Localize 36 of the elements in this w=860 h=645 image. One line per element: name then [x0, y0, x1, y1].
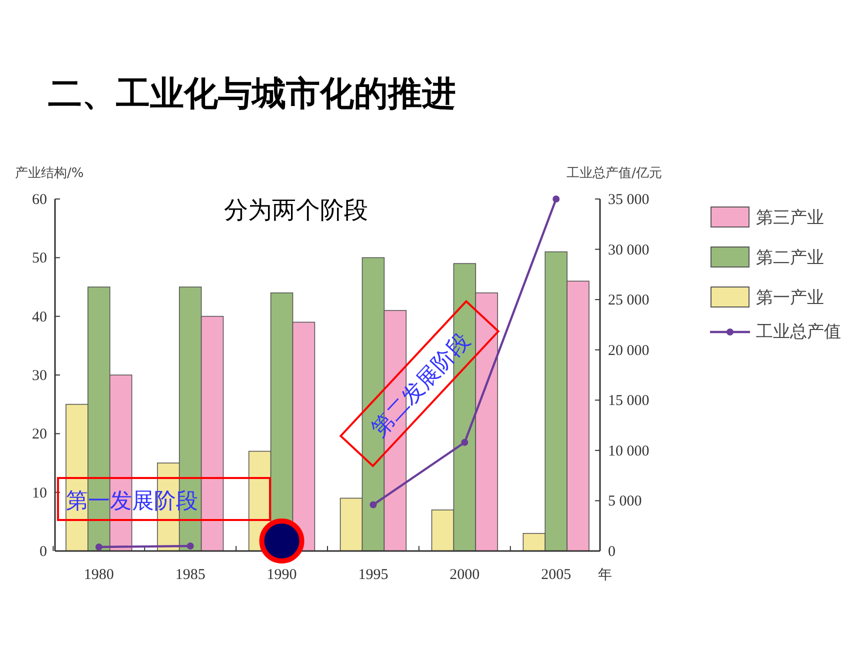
x-tick-label: 1995: [358, 567, 388, 583]
y-tick-label: 50: [32, 250, 47, 267]
y2-tick-label: 30 000: [608, 242, 650, 258]
point: [370, 501, 377, 508]
annotation: 第二发展阶段: [367, 328, 476, 442]
y-tick-label: 20: [32, 426, 47, 443]
y2-tick-label: 5 000: [608, 494, 642, 510]
y2-tick-label: 10 000: [608, 443, 650, 460]
x-tick-label: 1990: [266, 567, 297, 583]
y-tick-label: 40: [32, 309, 47, 326]
point: [461, 438, 468, 446]
legend-label: 工业总产值: [756, 322, 841, 342]
x-tick-label: 1985: [175, 567, 206, 583]
chart-title: 二、工业化与城市化的推进: [48, 74, 456, 114]
x-tick-label: 2005: [541, 567, 572, 583]
y-tick-label: 10: [32, 485, 47, 502]
point: [95, 543, 102, 550]
y-tick-label: 30: [32, 368, 47, 384]
y-tick-label: 0: [40, 544, 47, 560]
annotation: 分为两个阶段: [224, 196, 368, 224]
y-tick-label: 60: [32, 192, 47, 208]
y-axis-title: 产业结构/%: [15, 166, 84, 181]
x-tick-label: 1980: [84, 567, 114, 583]
y2-tick-label: 35 000: [608, 192, 650, 208]
point: [552, 196, 560, 202]
legend-label: 第三产业: [756, 208, 824, 228]
legend-label: 第一产业: [756, 288, 824, 308]
x-tick-label: 2000: [450, 567, 480, 583]
y2-tick-label: 20 000: [608, 342, 650, 359]
x-axis-title: 年: [598, 567, 612, 583]
y2-tick-label: 15 000: [608, 393, 650, 410]
y2-tick-label: 0: [608, 544, 616, 560]
y2-axis-title: 工业总产值/亿元: [566, 166, 662, 181]
point: [186, 542, 194, 550]
legend-label: 第二产业: [756, 248, 824, 268]
y2-tick-label: 25 000: [608, 292, 650, 309]
